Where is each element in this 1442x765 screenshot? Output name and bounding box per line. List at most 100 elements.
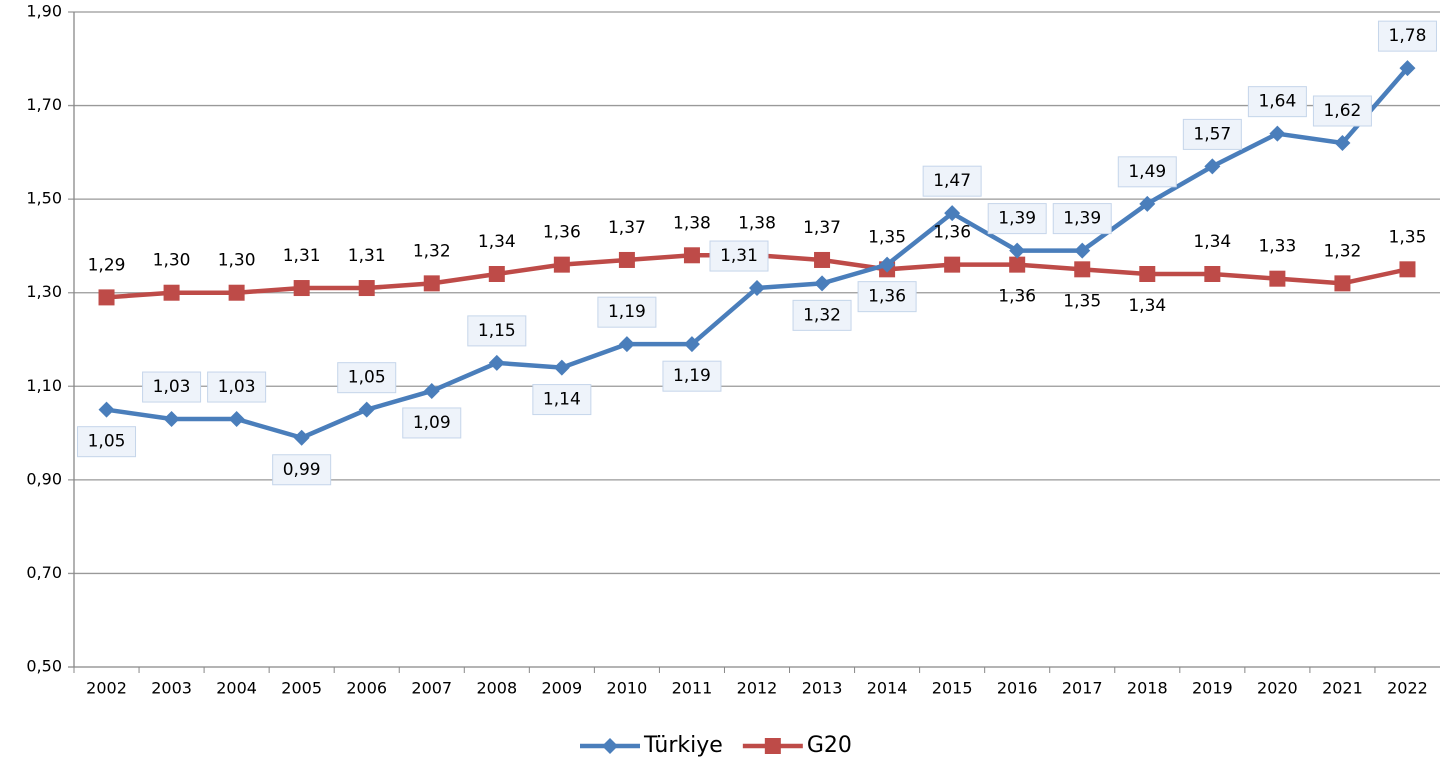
x-tick-label: 2016 (997, 679, 1038, 698)
x-tick-label: 2003 (151, 679, 192, 698)
data-label: 1,57 (1193, 124, 1231, 144)
data-label: 1,37 (608, 218, 646, 238)
data-label: 1,29 (88, 255, 126, 275)
data-label: 1,31 (720, 246, 758, 266)
data-label: 1,62 (1323, 101, 1361, 121)
data-point (1074, 261, 1091, 278)
data-label-box (857, 281, 917, 313)
data-label: 1,33 (1258, 237, 1296, 257)
data-point (163, 411, 180, 428)
data-point (602, 738, 618, 754)
data-label: 1,36 (933, 223, 971, 243)
data-point (553, 256, 570, 273)
data-label: 1,34 (1193, 232, 1231, 252)
x-tick-label: 2010 (607, 679, 648, 698)
data-label-box (597, 296, 657, 328)
data-label: 1,05 (88, 432, 126, 452)
x-tick-label: 2021 (1322, 679, 1363, 698)
data-label: 1,35 (868, 227, 906, 247)
data-point (1269, 125, 1286, 142)
data-label-box (792, 299, 852, 331)
data-label: 1,03 (218, 377, 256, 397)
y-tick-label: 1,90 (26, 2, 62, 21)
x-tick-label: 2005 (281, 679, 322, 698)
data-point (879, 256, 896, 273)
data-label-box (337, 362, 397, 394)
data-point (423, 382, 440, 399)
data-label-box (1312, 95, 1372, 127)
data-label-box (272, 454, 332, 486)
data-label-box (922, 165, 982, 197)
data-point (1399, 60, 1416, 77)
data-point (1334, 135, 1351, 151)
data-label-box (207, 371, 267, 403)
data-point (1204, 158, 1221, 175)
data-label: 1,31 (348, 246, 386, 266)
data-point (1334, 275, 1351, 292)
data-label-box (142, 371, 202, 403)
data-point (1009, 242, 1026, 259)
data-label-box (532, 384, 592, 416)
x-tick-label: 2015 (932, 679, 973, 698)
data-label: 1,64 (1258, 92, 1296, 112)
data-point (1204, 266, 1221, 282)
x-tick-label: 2006 (346, 679, 387, 698)
data-label: 1,30 (153, 251, 191, 271)
data-point (944, 205, 961, 222)
data-label-box (1247, 86, 1307, 118)
y-tick-label: 1,70 (26, 95, 62, 114)
data-label: 1,32 (413, 241, 451, 261)
x-tick-label: 2013 (802, 679, 843, 698)
data-point (944, 256, 961, 273)
y-tick-label: 1,50 (26, 189, 62, 208)
data-point (228, 411, 245, 428)
data-point (683, 336, 700, 353)
x-tick-label: 2019 (1192, 679, 1233, 698)
data-point (488, 354, 505, 371)
x-tick-label: 2011 (672, 679, 713, 698)
data-label: 1,03 (153, 377, 191, 397)
data-label-box (1117, 156, 1177, 188)
x-tick-label: 2008 (476, 679, 517, 698)
data-label: 1,36 (998, 287, 1036, 307)
data-point (1074, 242, 1091, 259)
data-point (98, 401, 115, 418)
x-tick-label: 2007 (411, 679, 452, 698)
y-tick-label: 0,90 (26, 469, 62, 488)
data-label: 1,36 (543, 223, 581, 243)
data-point (1139, 266, 1156, 282)
data-point (618, 336, 635, 353)
data-point (553, 359, 570, 376)
y-tick-label: 1,10 (26, 376, 62, 395)
data-label: 1,38 (738, 213, 776, 233)
data-point (814, 275, 831, 292)
data-label: 1,39 (1063, 209, 1101, 229)
data-label: 1,05 (348, 368, 386, 388)
data-label-box (467, 315, 527, 347)
data-label: 1,49 (1128, 162, 1166, 182)
legend-label: G20 (807, 733, 852, 758)
data-point (488, 266, 505, 282)
data-label: 1,35 (1063, 291, 1101, 311)
data-point (423, 275, 440, 292)
data-label-box (1377, 20, 1437, 52)
y-tick-label: 0,50 (26, 657, 62, 676)
data-label-box (402, 407, 462, 439)
data-label-box (662, 360, 722, 392)
data-label: 1,34 (1128, 296, 1166, 316)
x-tick-label: 2022 (1387, 679, 1428, 698)
data-label-box (1052, 203, 1112, 235)
x-tick-label: 2017 (1062, 679, 1103, 698)
x-tick-label: 2002 (86, 679, 127, 698)
data-point (814, 251, 831, 268)
legend-label: Türkiye (643, 733, 723, 758)
x-tick-label: 2020 (1257, 679, 1298, 698)
data-label: 1,34 (478, 232, 516, 252)
data-point (1009, 256, 1026, 273)
data-point (1139, 195, 1156, 212)
data-label: 1,37 (803, 218, 841, 238)
data-label: 1,09 (413, 413, 451, 433)
x-tick-label: 2004 (216, 679, 257, 698)
data-label: 1,32 (1323, 241, 1361, 261)
